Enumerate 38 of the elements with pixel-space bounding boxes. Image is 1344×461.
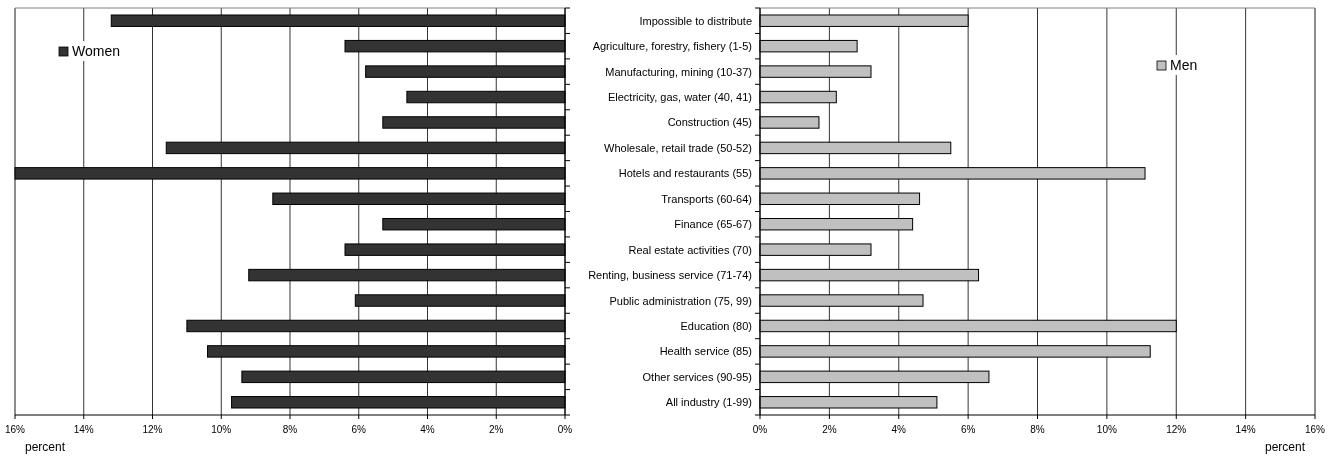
- y-tick-label: Health service (85): [659, 345, 752, 358]
- x-tick-label: 16%: [1304, 424, 1326, 435]
- x-tick-label: 2%: [489, 424, 504, 435]
- x-tick-label: 16%: [4, 424, 26, 435]
- x-tick-label: 0%: [752, 424, 768, 435]
- y-tick-label: Wholesale, retail trade (50-52): [604, 141, 752, 154]
- y-tick-label: Transports (60-64): [661, 192, 752, 205]
- x-tick-label: 4%: [420, 424, 435, 435]
- x-tick-label: 0%: [557, 424, 573, 435]
- y-tick-label: Other services (90-95): [642, 370, 752, 383]
- x-tick-label: 12%: [1166, 424, 1187, 435]
- x-axis-title: percent: [24, 440, 66, 454]
- y-tick-label: Public administration (75, 99): [609, 294, 752, 307]
- x-axis-title: percent: [1264, 440, 1306, 454]
- y-tick-label: Education (80): [680, 319, 752, 332]
- y-tick-label: Finance (65-67): [674, 218, 752, 231]
- x-tick-label: 8%: [282, 424, 298, 435]
- y-tick-label: Manufacturing, mining (10-37): [605, 65, 752, 78]
- x-tick-label: 6%: [351, 424, 367, 435]
- x-tick-label: 2%: [822, 424, 837, 435]
- y-tick-label: All industry (1-99): [665, 396, 752, 409]
- y-tick-label: Hotels and restaurants (55): [618, 167, 752, 180]
- legend-label: Men: [1170, 57, 1198, 73]
- x-tick-label: 6%: [960, 424, 976, 435]
- y-tick-label: Renting, business service (71-74): [588, 269, 752, 282]
- x-tick-label: 12%: [142, 424, 163, 435]
- y-tick-label: Impossible to distribute: [639, 14, 752, 27]
- y-tick-label: Electricity, gas, water (40, 41): [607, 91, 752, 104]
- x-tick-label: 10%: [211, 424, 232, 435]
- y-tick-label: Construction (45): [667, 116, 752, 129]
- x-tick-label: 14%: [73, 424, 94, 435]
- legend-label: Women: [72, 43, 120, 59]
- x-tick-label: 14%: [1235, 424, 1256, 435]
- x-tick-label: 4%: [891, 424, 907, 435]
- y-tick-label: Agriculture, forestry, fishery (1-5): [592, 40, 752, 53]
- x-tick-label: 10%: [1096, 424, 1117, 435]
- x-tick-label: 8%: [1030, 424, 1045, 435]
- y-tick-label: Real estate activities (70): [628, 243, 752, 256]
